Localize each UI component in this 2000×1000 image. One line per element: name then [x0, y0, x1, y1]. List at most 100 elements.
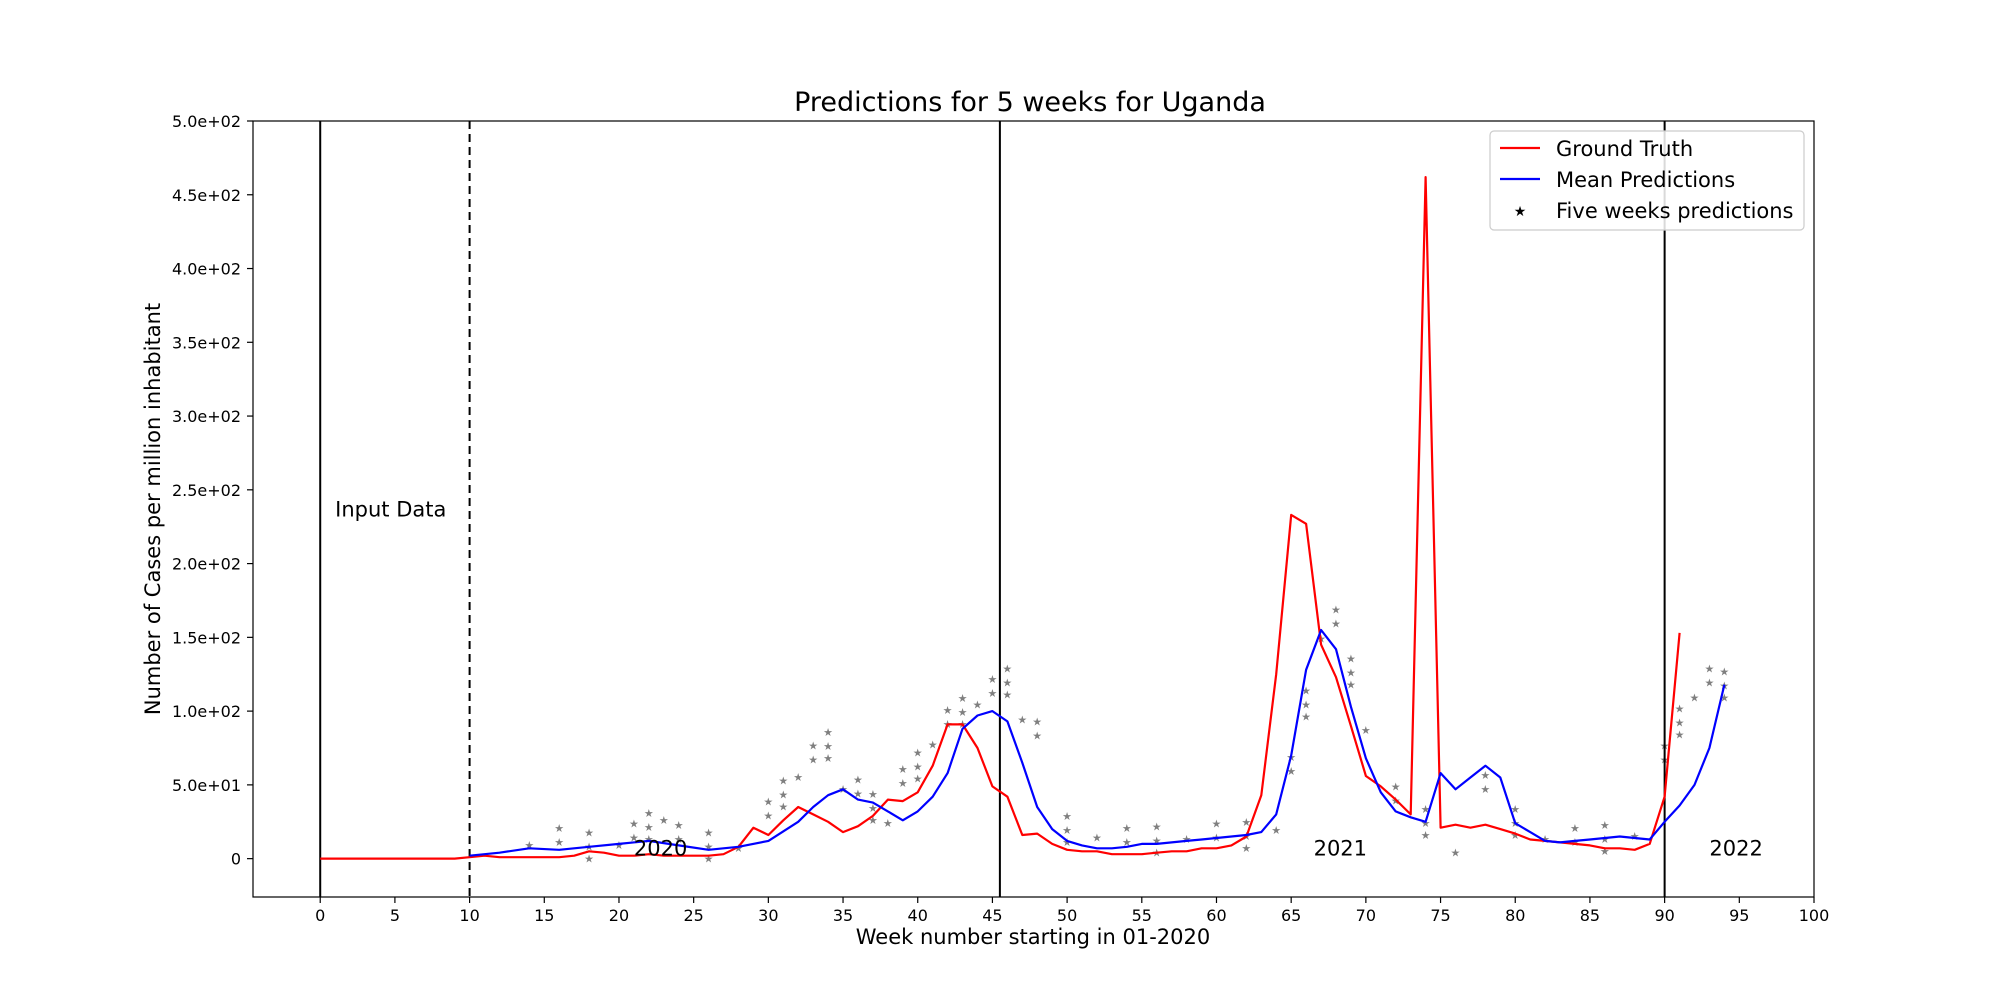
x-tick-label: 25: [683, 906, 703, 925]
prediction-star-marker: ★: [853, 773, 863, 786]
prediction-star-marker: ★: [958, 692, 968, 705]
prediction-star-marker: ★: [808, 753, 818, 766]
prediction-star-marker: ★: [763, 809, 773, 822]
prediction-star-marker: ★: [778, 775, 788, 788]
y-tick-label: 2.0e+02: [172, 555, 241, 574]
prediction-star-marker: ★: [973, 699, 983, 712]
prediction-star-marker: ★: [674, 833, 684, 846]
prediction-star-marker: ★: [808, 739, 818, 752]
y-tick-label: 1.0e+02: [172, 702, 241, 721]
prediction-star-marker: ★: [1510, 829, 1520, 842]
prediction-star-marker: ★: [1182, 833, 1192, 846]
x-tick-label: 60: [1206, 906, 1226, 925]
x-tick-label: 5: [390, 906, 400, 925]
prediction-star-marker: ★: [1421, 829, 1431, 842]
prediction-star-marker: ★: [763, 795, 773, 808]
prediction-star-marker: ★: [1600, 819, 1610, 832]
prediction-star-marker: ★: [554, 822, 564, 835]
y-tick-label: 4.0e+02: [172, 260, 241, 279]
annotation-text: 2021: [1314, 837, 1367, 861]
prediction-star-marker: ★: [778, 801, 788, 814]
prediction-star-marker: ★: [1002, 689, 1012, 702]
prediction-star-marker: ★: [898, 763, 908, 776]
x-tick-label: 65: [1281, 906, 1301, 925]
prediction-markers: ★ ★★★★★★★★ ★★★★★★★★★★★★★★★★★★ ★★★★ ★★★★★ ★★★ ★…: [524, 604, 1729, 866]
x-tick-label: 20: [609, 906, 629, 925]
x-tick-label: 80: [1505, 906, 1525, 925]
y-tick-label: 1.5e+02: [172, 628, 241, 647]
prediction-star-marker: ★: [629, 818, 639, 831]
x-tick-label: 45: [982, 906, 1002, 925]
x-axis-label: Week number starting in 01-2020: [856, 925, 1210, 949]
prediction-star-marker: ★: [823, 726, 833, 739]
prediction-star-marker: ★: [1630, 830, 1640, 843]
prediction-star-marker: ★: [1212, 818, 1222, 831]
x-tick-label: 85: [1580, 906, 1600, 925]
prediction-star-marker: ★: [629, 832, 639, 845]
prediction-star-marker: ★: [1286, 765, 1296, 778]
prediction-star-marker: ★: [1241, 842, 1251, 855]
prediction-star-marker: ★: [1152, 834, 1162, 847]
legend-five-weeks-predictions-label: Five weeks predictions: [1556, 199, 1794, 223]
prediction-star-marker: ★: [1480, 783, 1490, 796]
prediction-star-marker: ★: [1032, 716, 1042, 729]
legend-ground-truth-label: Ground Truth: [1556, 137, 1693, 161]
prediction-star-marker: ★: [868, 802, 878, 815]
prediction-star-marker: ★: [1271, 824, 1281, 837]
prediction-star-marker: ★: [987, 673, 997, 686]
prediction-star-marker: ★: [1675, 702, 1685, 715]
prediction-star-marker: ★: [1510, 803, 1520, 816]
prediction-star-marker: ★: [644, 821, 654, 834]
annotations: Input Data 2020 2021 2022: [335, 497, 1763, 860]
prediction-star-marker: ★: [1002, 663, 1012, 676]
prediction-star-marker: ★: [913, 761, 923, 774]
prediction-star-marker: ★: [958, 706, 968, 719]
x-tick-label: 35: [833, 906, 853, 925]
prediction-star-marker: ★: [614, 839, 624, 852]
y-tick-label: 5.0e+02: [172, 112, 241, 131]
prediction-star-marker: ★: [943, 704, 953, 717]
prediction-star-marker: ★: [1675, 728, 1685, 741]
prediction-star-marker: ★: [704, 852, 714, 865]
y-axis-label: Number of Cases per million inhabitant: [141, 303, 165, 715]
prediction-star-marker: ★: [704, 826, 714, 839]
x-tick-label: 90: [1654, 906, 1674, 925]
prediction-star-marker: ★: [554, 836, 564, 849]
prediction-star-marker: ★: [1002, 677, 1012, 690]
y-tick-label: 2.5e+02: [172, 481, 241, 500]
y-tick-label: 3.5e+02: [172, 333, 241, 352]
prediction-star-marker: ★: [1570, 822, 1580, 835]
prediction-star-marker: ★: [913, 773, 923, 786]
prediction-star-marker: ★: [1092, 832, 1102, 845]
prediction-star-marker: ★: [1017, 713, 1027, 726]
prediction-star-marker: ★: [1062, 810, 1072, 823]
y-tick-label: 3.0e+02: [172, 407, 241, 426]
y-axis: 0 5.0e+01 1.0e+02 1.5e+02 2.0e+02 2.5e+02 3.0e…: [172, 112, 253, 869]
prediction-star-marker: ★: [1675, 716, 1685, 729]
prediction-star-marker: ★: [1391, 781, 1401, 794]
x-tick-label: 30: [758, 906, 778, 925]
prediction-star-marker: ★: [1570, 836, 1580, 849]
x-tick-label: 70: [1356, 906, 1376, 925]
prediction-star-marker: ★: [1421, 803, 1431, 816]
prediction-star-marker: ★: [1600, 833, 1610, 846]
prediction-star-marker: ★: [1301, 699, 1311, 712]
x-tick-label: 0: [315, 906, 325, 925]
vertical-markers: [319, 121, 1666, 897]
prediction-star-marker: ★: [793, 771, 803, 784]
prediction-star-marker: ★: [1719, 666, 1729, 679]
annotation-text: 2022: [1709, 837, 1762, 861]
prediction-star-marker: ★: [868, 814, 878, 827]
legend-box: [1489, 130, 1805, 231]
prediction-star-marker: ★: [853, 787, 863, 800]
prediction-star-marker: ★: [1346, 652, 1356, 665]
prediction-star-marker: ★: [1122, 822, 1132, 835]
mean-predictions-line: [469, 628, 1726, 857]
prediction-star-marker: ★: [1301, 685, 1311, 698]
prediction-star-marker: ★: [1451, 846, 1461, 859]
x-tick-label: 95: [1729, 906, 1749, 925]
prediction-star-marker: ★: [987, 687, 997, 700]
prediction-star-marker: ★: [1301, 711, 1311, 724]
prediction-star-marker: ★: [674, 819, 684, 832]
prediction-star-marker: ★: [1690, 691, 1700, 704]
